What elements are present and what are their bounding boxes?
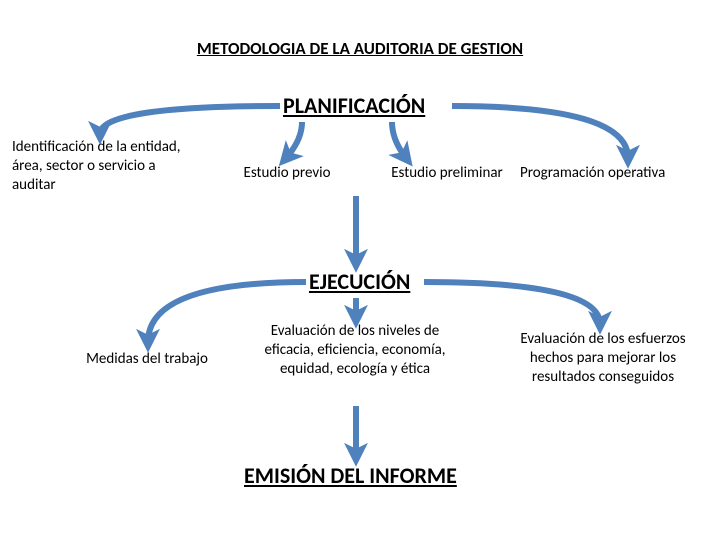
arrow: [286, 122, 302, 158]
arrow: [424, 282, 600, 324]
arrow: [148, 282, 306, 342]
arrow: [452, 106, 628, 158]
arrow: [392, 122, 406, 158]
arrow: [100, 106, 280, 134]
flow-arrows: [0, 0, 720, 540]
